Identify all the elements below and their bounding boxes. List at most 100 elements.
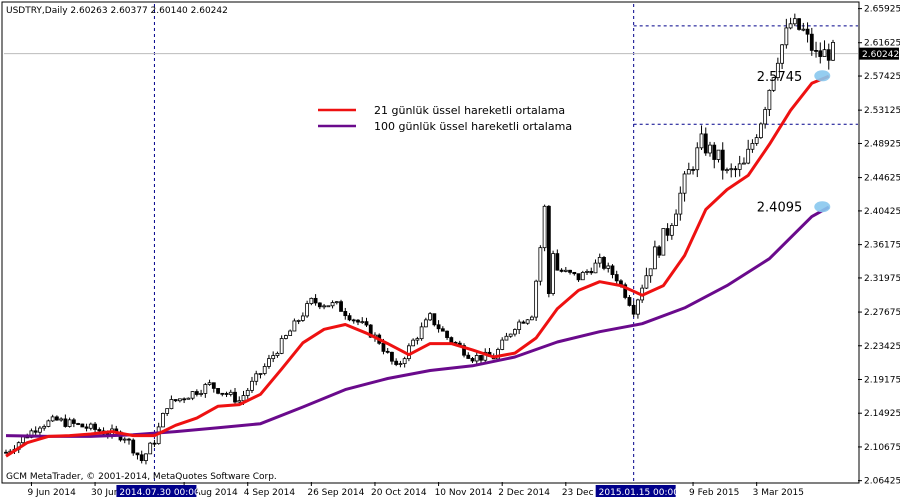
ema-21-line — [5, 74, 830, 458]
candle-body — [50, 416, 55, 422]
candle-body — [88, 423, 93, 429]
candle-body — [4, 451, 8, 454]
candle-body — [725, 169, 729, 172]
candle-body — [534, 280, 539, 318]
current-price-label: 2.60242 — [862, 50, 899, 60]
current-price-tag — [859, 47, 899, 60]
candle-body — [585, 270, 589, 273]
candle-body — [288, 330, 293, 336]
candle-body — [661, 228, 666, 256]
candle-body — [228, 391, 233, 395]
candle-body — [398, 363, 403, 365]
date-marker-tag — [595, 485, 676, 497]
candle-body — [831, 41, 835, 61]
candle-body — [669, 225, 674, 236]
candle-body — [631, 305, 636, 315]
candle-body — [517, 321, 522, 330]
candle-body — [602, 257, 606, 269]
candle-body — [568, 269, 572, 273]
candle-body — [406, 345, 411, 360]
candle-body — [428, 313, 433, 321]
candle-body — [250, 380, 254, 391]
candle-body — [729, 168, 734, 171]
y-tick-label: 2.23425 — [864, 342, 900, 352]
candle-body — [614, 274, 619, 282]
y-tick-label: 2.36175 — [864, 241, 900, 251]
candle-body — [76, 423, 80, 425]
candle-body — [144, 453, 148, 461]
candle-body — [152, 442, 157, 445]
candle-body — [347, 315, 352, 321]
x-tick-label: 4 Sep 2014 — [244, 488, 296, 498]
candle-body — [678, 192, 683, 215]
candle-body — [394, 360, 399, 365]
candle-body — [161, 413, 165, 428]
y-tick-label: 2.14925 — [864, 409, 900, 419]
candle-body — [245, 389, 250, 396]
watermark: GCM MetaTrader, © 2001-2014, MetaQuotes … — [6, 472, 277, 482]
candle-body — [606, 265, 611, 269]
candle-body — [818, 50, 823, 57]
candle-body — [309, 297, 314, 304]
candle-body — [771, 77, 776, 91]
candle-body — [809, 33, 814, 51]
candle-body — [148, 442, 153, 455]
candle-body — [63, 418, 68, 427]
y-tick-label: 2.31975 — [864, 274, 900, 284]
candle-body — [529, 316, 534, 321]
candle-body — [190, 391, 195, 399]
candle-body — [623, 284, 628, 298]
y-tick-label: 2.57425 — [864, 72, 900, 82]
candle-body — [390, 351, 394, 362]
annotation-highlight — [814, 201, 831, 213]
candle-body — [360, 321, 365, 324]
x-tick-label: 23 Dec 2014 — [562, 488, 620, 498]
x-tick-label: 3 Mar 2015 — [753, 488, 804, 498]
y-tick-label: 2.06425 — [864, 477, 900, 487]
candle-body — [737, 163, 742, 170]
candle-body — [746, 148, 751, 164]
candle-body — [207, 382, 212, 385]
candle-body — [792, 18, 797, 25]
candle-body — [826, 49, 831, 61]
candle-body — [199, 393, 203, 395]
candle-body — [636, 299, 640, 315]
candle-body — [593, 262, 598, 274]
candle-body — [169, 399, 174, 410]
candle-body — [330, 302, 335, 307]
candle-body — [165, 408, 170, 414]
candle-body — [275, 352, 280, 356]
candle-body — [237, 400, 242, 403]
candle-body — [750, 143, 755, 150]
candle-body — [254, 373, 259, 382]
ema-100-line — [5, 205, 830, 438]
candle-body — [822, 49, 827, 57]
candle-body — [59, 418, 64, 421]
candle-body — [466, 354, 471, 359]
candle-body — [525, 319, 530, 324]
candle-body — [686, 169, 691, 175]
candle-body — [241, 395, 246, 402]
candle-body — [521, 321, 526, 324]
candle-body — [703, 133, 708, 154]
legend: 21 günlük üssel hareketli ortalama 100 g… — [318, 104, 572, 133]
candle-body — [38, 427, 42, 433]
candle-body — [784, 27, 789, 46]
candle-body — [313, 297, 318, 304]
candle-body — [657, 246, 662, 256]
candle-body — [351, 319, 356, 322]
y-tick-label: 2.65925 — [864, 5, 900, 15]
y-tick-label: 2.48925 — [864, 139, 900, 149]
candle-body — [589, 270, 594, 274]
x-tick-label: 2 Dec 2014 — [498, 488, 550, 498]
candle-body — [93, 423, 97, 430]
date-marker-tag — [116, 485, 197, 497]
candle-body — [135, 452, 140, 456]
candle-body — [186, 397, 191, 400]
candle-body — [576, 273, 581, 281]
candle-body — [801, 28, 806, 31]
candle-body — [343, 311, 348, 317]
